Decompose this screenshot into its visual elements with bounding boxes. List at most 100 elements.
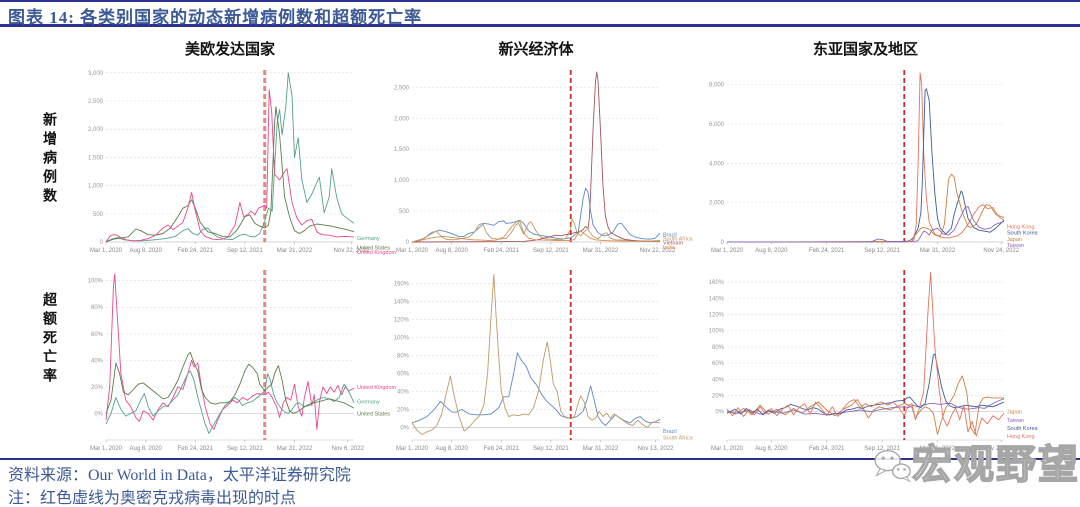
svg-text:0: 0 [100,240,104,246]
svg-text:80%: 80% [397,353,410,359]
svg-text:100%: 100% [709,329,725,335]
svg-text:500: 500 [399,209,410,215]
svg-text:Brazil: Brazil [663,233,677,239]
chart-east-asia-new-cases: 0 2,000 4,000 6,000 8,000 Mar 1, 2020 Aug 8, 2… [709,70,1039,254]
svg-text:Nov 22, 2022: Nov 22, 2022 [334,248,370,254]
svg-text:140%: 140% [709,296,725,302]
svg-text:1,500: 1,500 [88,155,104,161]
svg-text:Aug 8, 2020: Aug 8, 2020 [755,446,788,452]
svg-text:2,000: 2,000 [88,127,104,133]
svg-text:Taiwan: Taiwan [1007,418,1024,424]
svg-text:Aug 8, 2020: Aug 8, 2020 [755,248,788,254]
svg-text:60%: 60% [712,361,725,367]
svg-text:Mar 1, 2020: Mar 1, 2020 [711,446,744,452]
source-line: 资料来源：Our World in Data，太平洋证券研究院 [8,467,351,484]
svg-text:40%: 40% [91,358,104,364]
svg-text:Feb 24, 2021: Feb 24, 2021 [809,446,845,452]
svg-text:South Korea: South Korea [1007,426,1039,432]
svg-text:40%: 40% [712,377,725,383]
svg-text:2,500: 2,500 [394,85,410,91]
svg-text:0: 0 [721,240,725,246]
svg-text:Feb 24, 2021: Feb 24, 2021 [484,446,520,452]
column-header-us-eu: 美欧发达国家 [184,41,275,58]
watermark-text: 宏观野望 [911,443,1080,487]
svg-text:3,000: 3,000 [88,71,104,77]
svg-text:Nov 13, 2022: Nov 13, 2022 [638,446,674,452]
svg-text:Sep 12, 2021: Sep 12, 2021 [533,446,569,452]
svg-text:6,000: 6,000 [709,122,725,128]
chart-emerging-new-cases: 0 500 1,000 1,500 2,000 2,500 Mar 1, 2020 Aug 8… [394,70,694,254]
svg-text:Mar 31, 2022: Mar 31, 2022 [277,446,313,452]
svg-text:2,500: 2,500 [88,99,104,105]
svg-text:Hong Kong: Hong Kong [1007,224,1035,230]
svg-text:Mar 31, 2022: Mar 31, 2022 [583,248,619,254]
svg-text:100%: 100% [394,335,410,341]
svg-text:United Kingdom: United Kingdom [357,250,397,256]
figure-title: 图表 14: 各类别国家的动态新增病例数和超额死亡率 [8,8,423,27]
row-label-new-cases: 新增病例数 [42,112,58,207]
column-header-east-asia: 东亚国家及地区 [812,41,918,58]
svg-text:Feb 24, 2021: Feb 24, 2021 [178,446,214,452]
svg-text:Sep 12, 2021: Sep 12, 2021 [533,248,569,254]
svg-text:Aug 8, 2020: Aug 8, 2020 [129,248,162,254]
note-line: 注：红色虚线为奥密克戎病毒出现的时点 [8,490,297,507]
svg-text:0: 0 [406,240,410,246]
watermark: 宏观野望 [872,434,1080,496]
svg-text:United Kingdom: United Kingdom [357,385,397,391]
chart-us-eu-new-cases: 0 500 1,000 1,500 2,000 2,500 3,000 Mar 1, 2020… [88,70,397,256]
svg-text:2,000: 2,000 [394,116,410,122]
svg-text:Nov 24, 2022: Nov 24, 2022 [983,248,1019,254]
svg-text:Mar 31, 2022: Mar 31, 2022 [277,248,313,254]
svg-text:Feb 24, 2021: Feb 24, 2021 [809,248,845,254]
svg-text:Feb 24, 2021: Feb 24, 2021 [178,248,214,254]
svg-text:Sep 12, 2021: Sep 12, 2021 [864,248,900,254]
svg-text:60%: 60% [397,371,410,377]
figure-title-bar: 图表 14: 各类别国家的动态新增病例数和超额死亡率 [0,0,1080,27]
svg-text:Nov 20, 2022: Nov 20, 2022 [983,446,1019,452]
svg-text:2,000: 2,000 [709,201,725,207]
svg-text:Mar 1, 2020: Mar 1, 2020 [90,248,123,254]
svg-text:80%: 80% [91,305,104,311]
svg-text:Nov 22, 2022: Nov 22, 2022 [640,248,676,254]
svg-text:8,000: 8,000 [709,83,725,89]
svg-text:Feb 24, 2021: Feb 24, 2021 [484,248,520,254]
svg-text:Taiwan: Taiwan [1007,243,1024,249]
svg-text:Mar 31, 2022: Mar 31, 2022 [583,446,619,452]
svg-text:Aug 8, 2020: Aug 8, 2020 [129,446,162,452]
svg-text:Japan: Japan [1007,237,1022,243]
svg-text:100%: 100% [88,279,104,285]
svg-text:0%: 0% [715,410,724,416]
svg-text:Vietnam: Vietnam [663,241,683,247]
svg-text:1,000: 1,000 [88,184,104,190]
svg-text:20%: 20% [712,393,725,399]
wechat-icon [874,449,911,483]
svg-text:120%: 120% [394,317,410,323]
svg-text:Mar 1, 2020: Mar 1, 2020 [711,248,744,254]
svg-text:Nov 6, 2022: Nov 6, 2022 [332,446,365,452]
svg-text:Mar 1, 2020: Mar 1, 2020 [90,446,123,452]
svg-text:120%: 120% [709,313,725,319]
svg-text:20%: 20% [91,385,104,391]
svg-text:Germany: Germany [357,399,380,405]
svg-text:500: 500 [93,212,104,218]
svg-text:Aug 8, 2020: Aug 8, 2020 [435,248,468,254]
bottom-divider-line [0,458,1080,460]
svg-text:Mar 1, 2020: Mar 1, 2020 [396,446,429,452]
svg-text:Japan: Japan [1007,410,1022,416]
svg-text:Sep 12, 2021: Sep 12, 2021 [864,446,900,452]
svg-text:40%: 40% [397,389,410,395]
svg-text:1,500: 1,500 [394,147,410,153]
svg-text:140%: 140% [394,299,410,305]
svg-text:160%: 160% [394,281,410,287]
svg-text:Mar 31, 2022: Mar 31, 2022 [920,446,956,452]
svg-text:Germany: Germany [357,236,380,242]
svg-text:20%: 20% [397,407,410,413]
svg-text:United States: United States [357,411,390,417]
svg-text:Mar 1, 2020: Mar 1, 2020 [396,248,429,254]
svg-text:Mar 31, 2022: Mar 31, 2022 [920,248,956,254]
svg-text:160%: 160% [709,280,725,286]
svg-text:Hong Kong: Hong Kong [1007,434,1035,440]
svg-text:Sep 12, 2021: Sep 12, 2021 [227,446,263,452]
svg-text:0%: 0% [400,425,409,431]
